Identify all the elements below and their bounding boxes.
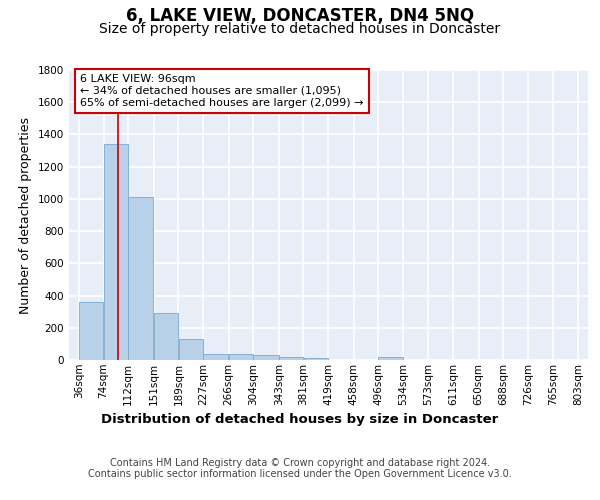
Bar <box>304 358 328 360</box>
Bar <box>179 339 203 360</box>
Bar <box>253 355 278 360</box>
Bar <box>128 198 154 360</box>
Text: 6, LAKE VIEW, DONCASTER, DN4 5NQ: 6, LAKE VIEW, DONCASTER, DN4 5NQ <box>126 8 474 26</box>
Y-axis label: Number of detached properties: Number of detached properties <box>19 116 32 314</box>
Bar <box>229 354 253 360</box>
Bar <box>279 357 303 360</box>
Text: Size of property relative to detached houses in Doncaster: Size of property relative to detached ho… <box>100 22 500 36</box>
Bar <box>379 357 403 360</box>
Bar <box>104 144 128 360</box>
Text: 6 LAKE VIEW: 96sqm
← 34% of detached houses are smaller (1,095)
65% of semi-deta: 6 LAKE VIEW: 96sqm ← 34% of detached hou… <box>80 74 364 108</box>
Bar <box>154 314 178 360</box>
Text: Distribution of detached houses by size in Doncaster: Distribution of detached houses by size … <box>101 412 499 426</box>
Text: Contains HM Land Registry data © Crown copyright and database right 2024.
Contai: Contains HM Land Registry data © Crown c… <box>88 458 512 479</box>
Bar <box>79 302 103 360</box>
Bar <box>203 354 229 360</box>
